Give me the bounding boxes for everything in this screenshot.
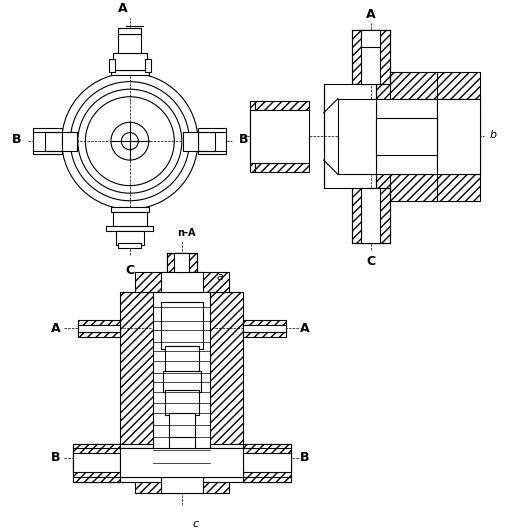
Bar xyxy=(362,30,380,47)
Bar xyxy=(134,272,229,293)
Bar xyxy=(78,325,120,332)
Bar xyxy=(113,212,147,229)
Bar xyxy=(250,110,309,163)
Bar xyxy=(120,449,243,477)
Bar xyxy=(243,453,291,472)
Bar xyxy=(250,101,255,172)
Text: C: C xyxy=(366,254,376,268)
Bar xyxy=(73,444,291,481)
Bar xyxy=(73,453,120,472)
Bar xyxy=(198,132,215,151)
Circle shape xyxy=(111,122,149,160)
Bar xyxy=(111,207,149,212)
Text: A: A xyxy=(117,3,127,15)
Text: c: c xyxy=(193,519,199,529)
Text: B: B xyxy=(239,133,248,146)
Bar xyxy=(376,72,480,200)
Bar xyxy=(161,302,203,349)
Bar xyxy=(106,226,154,231)
Bar xyxy=(169,414,195,439)
Bar xyxy=(183,132,198,151)
Text: B: B xyxy=(52,451,61,464)
Bar xyxy=(437,98,480,174)
Bar xyxy=(376,98,437,174)
Bar xyxy=(120,293,243,472)
Text: a: a xyxy=(216,272,223,281)
Bar xyxy=(116,231,144,245)
Bar xyxy=(109,59,115,72)
Bar xyxy=(62,132,77,151)
Bar xyxy=(362,188,380,243)
Bar xyxy=(78,320,120,337)
Text: A: A xyxy=(300,322,309,335)
Bar xyxy=(161,272,203,293)
Bar xyxy=(243,444,291,481)
Bar xyxy=(113,53,147,70)
Text: A: A xyxy=(366,8,376,21)
Bar xyxy=(255,163,309,172)
Text: B: B xyxy=(11,133,21,146)
Bar xyxy=(255,101,309,110)
Circle shape xyxy=(85,97,174,186)
Text: B: B xyxy=(300,451,309,464)
Bar xyxy=(198,128,226,154)
Bar xyxy=(161,472,203,493)
Circle shape xyxy=(121,133,139,150)
Bar xyxy=(352,30,390,85)
Text: n-A: n-A xyxy=(177,227,196,238)
Bar xyxy=(362,30,380,85)
Bar xyxy=(33,128,62,154)
Circle shape xyxy=(62,73,198,209)
Bar xyxy=(111,70,149,75)
Bar xyxy=(338,98,376,174)
Bar xyxy=(118,28,141,34)
Bar xyxy=(118,34,141,53)
Text: A: A xyxy=(51,322,61,335)
Bar xyxy=(376,117,437,156)
Bar xyxy=(352,188,390,243)
Bar xyxy=(165,390,199,415)
Bar xyxy=(118,243,141,248)
Bar xyxy=(324,85,376,188)
Bar xyxy=(243,325,286,332)
Bar xyxy=(73,444,120,481)
Bar xyxy=(145,59,151,72)
Bar xyxy=(174,253,190,272)
Bar xyxy=(154,293,210,472)
Circle shape xyxy=(70,81,190,200)
Bar xyxy=(169,437,195,458)
Bar xyxy=(167,253,197,272)
Bar xyxy=(165,346,199,373)
Text: b: b xyxy=(489,130,496,140)
Bar xyxy=(163,371,201,392)
Text: C: C xyxy=(125,264,134,277)
Bar xyxy=(45,132,62,151)
Circle shape xyxy=(78,89,182,193)
Bar xyxy=(243,320,286,337)
Bar xyxy=(134,472,229,493)
